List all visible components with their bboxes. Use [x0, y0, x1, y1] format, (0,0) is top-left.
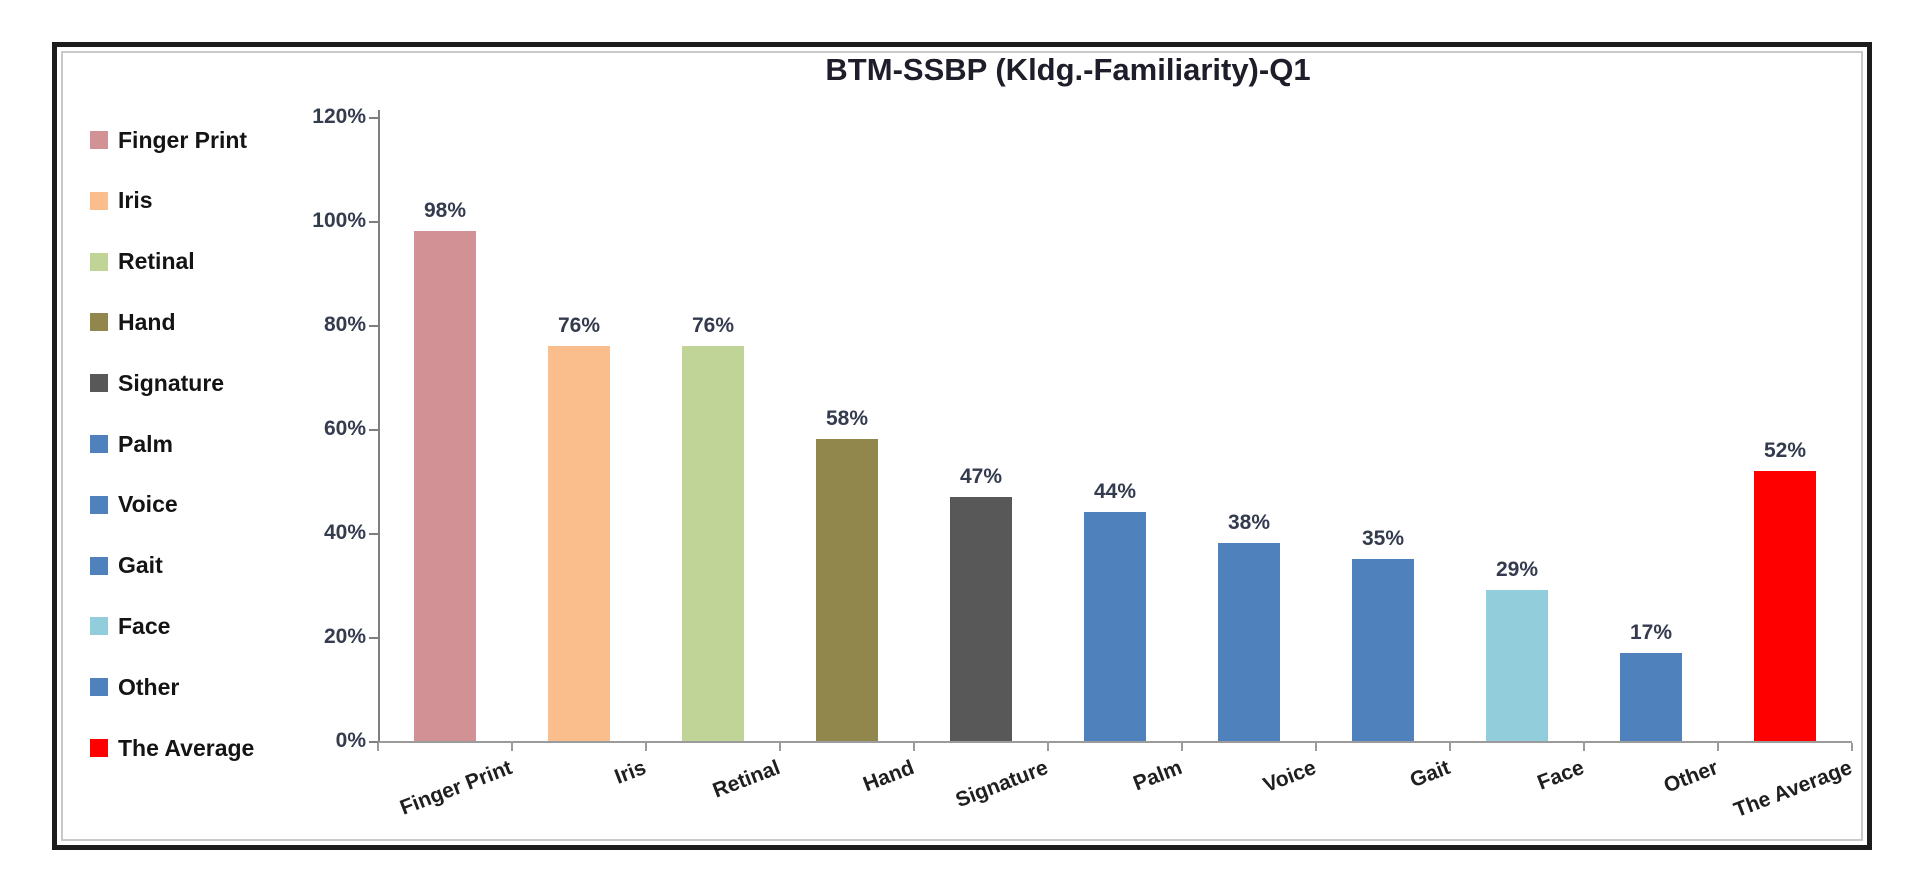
legend-swatch-icon: [90, 617, 108, 636]
x-axis-tick-mark: [511, 743, 513, 751]
x-axis-tick-mark: [1717, 743, 1719, 751]
x-axis-tick-mark: [377, 743, 379, 751]
legend-label: Finger Print: [118, 126, 248, 153]
y-axis-tick-mark: [369, 221, 378, 223]
bar-hand: [816, 439, 878, 741]
legend-swatch-icon: [90, 495, 108, 514]
y-axis-tick-label: 0%: [335, 729, 366, 752]
bar-other: [1620, 652, 1682, 741]
legend-label: The Average: [118, 734, 255, 761]
x-axis-tick-mark: [1583, 743, 1585, 751]
bar-the-average: [1754, 470, 1816, 741]
y-axis-tick-label: 80%: [323, 313, 366, 336]
chart-title: BTM-SSBP (Kldg.-Familiarity)-Q1: [825, 52, 1311, 87]
legend-swatch-icon: [90, 131, 108, 149]
bar-value-label-hand: 58%: [825, 407, 869, 431]
legend-label: Other: [118, 673, 180, 700]
legend-item-retinal: Retinal: [90, 248, 195, 276]
legend-item-hand: Hand: [90, 308, 176, 336]
bar-palm: [1084, 512, 1146, 741]
bar-value-label-other: 17%: [1629, 620, 1673, 644]
x-axis-tick-mark: [779, 743, 781, 751]
legend-item-face: Face: [90, 612, 170, 640]
legend-swatch-icon: [90, 435, 108, 453]
legend-swatch-icon: [90, 556, 108, 575]
bar-value-label-gait: 35%: [1361, 527, 1405, 550]
bar-value-label-finger-print: 98%: [423, 199, 467, 223]
legend-item-the-average: The Average: [90, 734, 254, 762]
legend-swatch-icon: [90, 191, 108, 210]
bar-value-label-retinal: 76%: [691, 313, 735, 337]
legend-swatch-icon: [90, 252, 108, 271]
bar-iris: [548, 345, 610, 741]
bar-value-label-face: 29%: [1495, 558, 1539, 582]
bar-signature: [950, 496, 1012, 741]
legend-item-signature: Signature: [90, 369, 224, 397]
bar-gait: [1352, 559, 1414, 741]
bar-retinal: [682, 345, 744, 741]
legend-label: Signature: [118, 369, 225, 396]
bar-finger-print: [414, 231, 476, 741]
legend-item-iris: Iris: [90, 187, 153, 215]
legend-label: Palm: [118, 430, 173, 457]
bar-value-label-palm: 44%: [1093, 480, 1137, 504]
legend-item-voice: Voice: [90, 491, 178, 519]
legend-item-gait: Gait: [90, 552, 163, 580]
bar-value-label-voice: 38%: [1227, 511, 1271, 535]
y-axis-tick-mark: [369, 533, 378, 535]
x-axis-tick-mark: [1851, 743, 1853, 751]
legend-label: Gait: [118, 552, 163, 579]
y-axis-tick-mark: [369, 325, 378, 327]
legend-label: Retinal: [118, 248, 195, 275]
y-axis-tick-mark: [369, 741, 378, 743]
legend-swatch-icon: [90, 739, 108, 757]
legend-swatch-icon: [90, 678, 108, 697]
legend-label: Voice: [118, 491, 178, 518]
bar-voice: [1218, 543, 1280, 741]
y-axis-tick-mark: [369, 429, 378, 431]
legend-item-palm: Palm: [90, 430, 173, 458]
legend-item-other: Other: [90, 673, 179, 701]
x-axis-tick-mark: [913, 743, 915, 751]
bar-value-label-signature: 47%: [959, 464, 1003, 488]
y-axis-tick-mark: [369, 637, 378, 639]
legend-label: Hand: [118, 308, 176, 335]
y-axis-tick-label: 120%: [312, 105, 366, 128]
bar-value-label-the-average: 52%: [1763, 438, 1807, 462]
x-axis-tick-mark: [1315, 743, 1317, 751]
y-axis-tick-mark: [369, 117, 378, 119]
x-axis-tick-mark: [645, 743, 647, 751]
legend-label: Iris: [118, 187, 153, 214]
y-axis-tick-label: 60%: [323, 417, 366, 440]
x-axis-tick-mark: [1181, 743, 1183, 751]
legend-swatch-icon: [90, 313, 108, 332]
x-axis-tick-mark: [1047, 743, 1049, 751]
y-axis-line: [378, 110, 380, 743]
legend-item-finger-print: Finger Print: [90, 126, 247, 154]
y-axis-tick-label: 40%: [323, 521, 366, 544]
y-axis-tick-label: 20%: [323, 625, 366, 648]
bar-value-label-iris: 76%: [557, 313, 601, 337]
y-axis-tick-label: 100%: [312, 209, 366, 232]
legend-label: Face: [118, 612, 171, 639]
x-axis-tick-mark: [1449, 743, 1451, 751]
bar-face: [1486, 590, 1548, 741]
x-axis-line: [378, 741, 1852, 743]
legend-swatch-icon: [90, 374, 108, 393]
